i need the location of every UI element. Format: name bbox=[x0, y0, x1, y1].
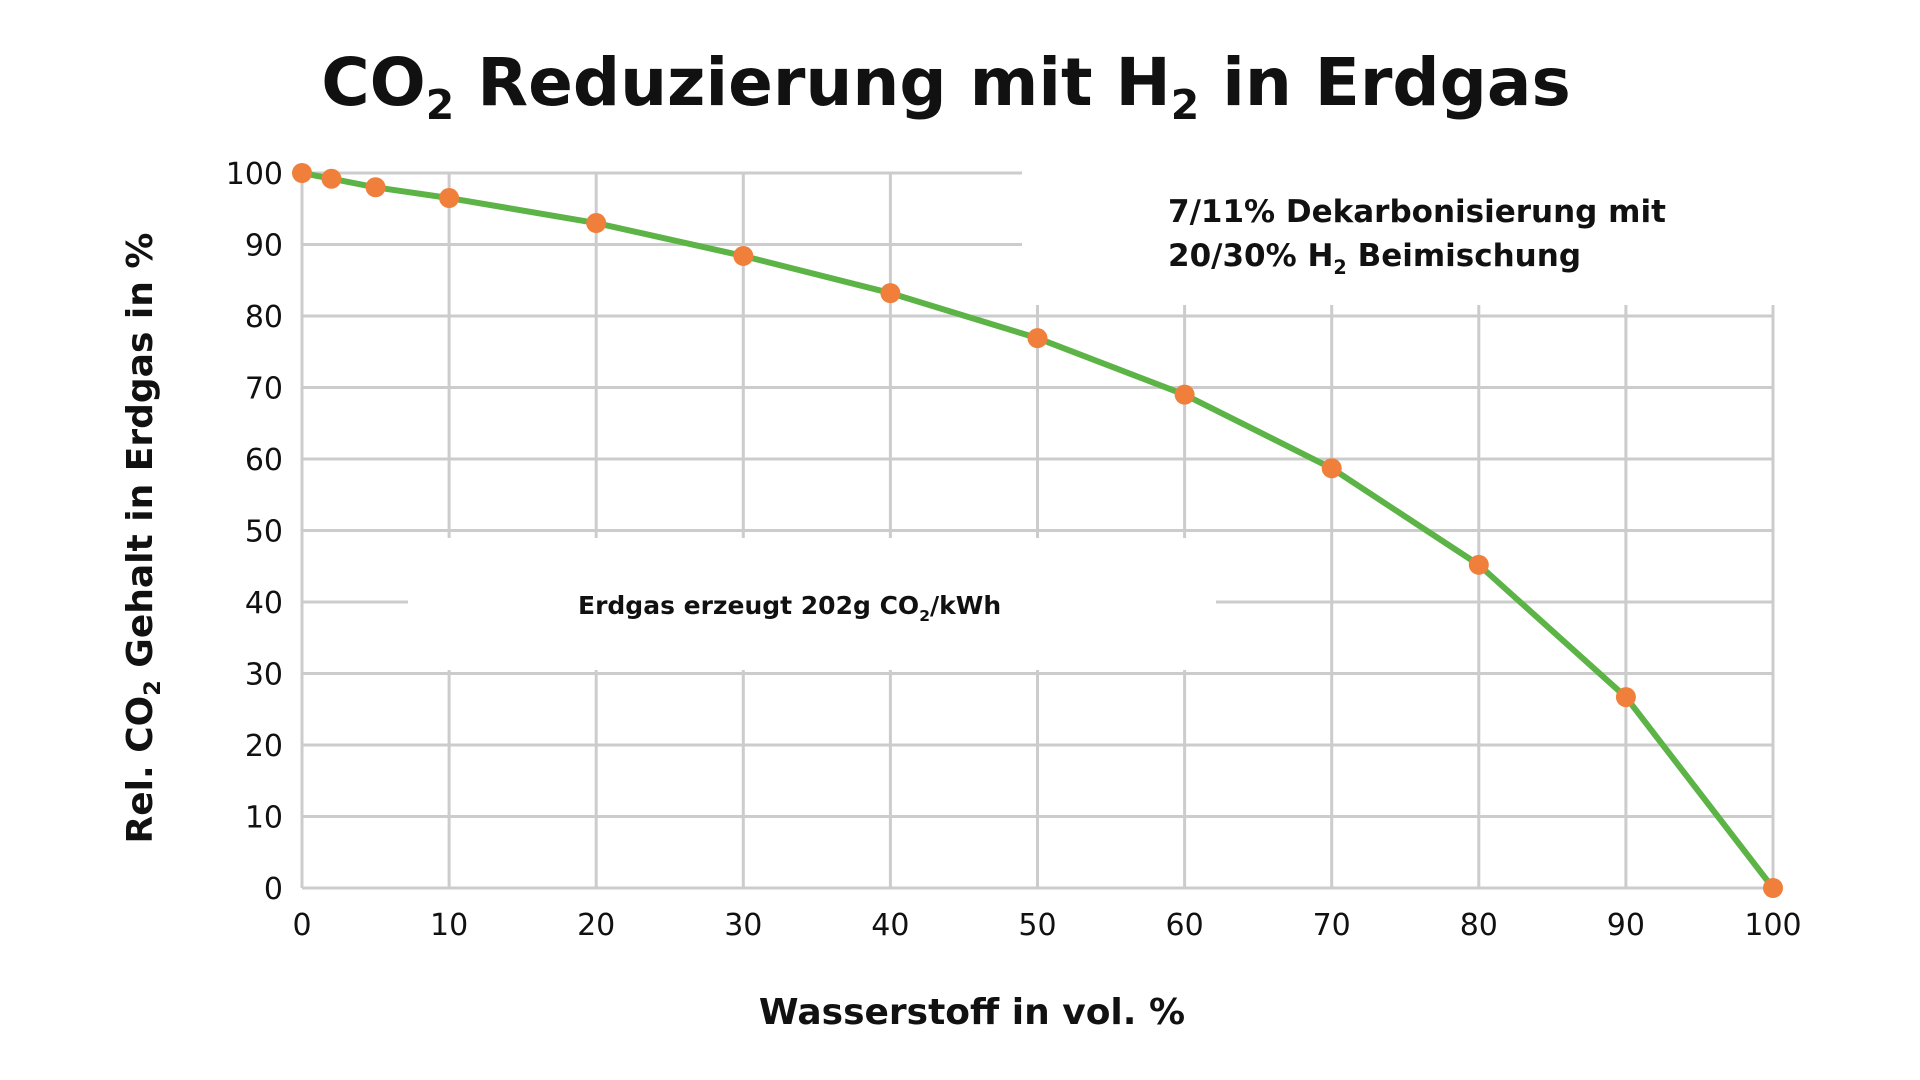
annotation-decarb-part-2: Beimischung bbox=[1347, 238, 1581, 274]
x-tick-label: 70 bbox=[1313, 908, 1351, 943]
x-tick-label: 80 bbox=[1460, 908, 1498, 943]
chart-title: CO2 Reduzierung mit H2 in Erdgas bbox=[321, 44, 1571, 129]
x-tick-label: 10 bbox=[430, 908, 468, 943]
x-tick-label: 60 bbox=[1166, 908, 1204, 943]
y-tick-label: 20 bbox=[245, 729, 283, 764]
annotation-erdgas-part-2: /kWh bbox=[930, 591, 1001, 620]
x-tick-label: 20 bbox=[577, 908, 615, 943]
data-point bbox=[292, 163, 312, 183]
annotation-decarb-background bbox=[1022, 160, 1792, 305]
data-point bbox=[1468, 554, 1489, 575]
title-subscript-1: 2 bbox=[426, 81, 454, 129]
x-tick-labels: 0 10 20 30 40 50 60 70 80 90 100 bbox=[292, 908, 1801, 943]
y-title-subscript: 2 bbox=[140, 680, 166, 696]
y-tick-labels: 0 10 20 30 40 50 60 70 80 90 100 bbox=[226, 157, 283, 907]
data-point bbox=[880, 283, 901, 304]
annotation-erdgas-background bbox=[408, 538, 1216, 670]
annotation-decarbonisation-line-2: 20/30% H2 Beimischung bbox=[1168, 238, 1581, 279]
data-point bbox=[1027, 328, 1048, 349]
data-point bbox=[365, 177, 386, 198]
label-backgrounds bbox=[408, 160, 1792, 670]
y-tick-label: 40 bbox=[245, 586, 283, 621]
data-series bbox=[292, 163, 1783, 898]
annotation-decarb-subscript: 2 bbox=[1333, 256, 1346, 279]
y-tick-label: 60 bbox=[245, 443, 283, 478]
title-part-2: Reduzierung mit H bbox=[454, 44, 1171, 121]
data-point bbox=[1174, 384, 1195, 405]
x-tick-label: 30 bbox=[724, 908, 762, 943]
x-tick-label: 90 bbox=[1607, 908, 1645, 943]
data-point bbox=[439, 188, 460, 209]
annotation-decarbonisation-line-1: 7/11% Dekarbonisierung mit bbox=[1168, 194, 1666, 230]
annotation-erdgas-subscript: 2 bbox=[919, 607, 930, 625]
annotation-decarb-part-1: 20/30% H bbox=[1168, 238, 1333, 274]
x-axis-title: Wasserstoff in vol. % bbox=[759, 992, 1185, 1033]
data-point bbox=[1615, 687, 1636, 708]
annotation-erdgas: Erdgas erzeugt 202g CO2/kWh bbox=[578, 591, 1001, 625]
x-tick-label: 40 bbox=[871, 908, 909, 943]
data-point bbox=[733, 245, 754, 266]
data-point bbox=[586, 213, 607, 234]
x-tick-label: 0 bbox=[292, 908, 311, 943]
title-part-3: in Erdgas bbox=[1199, 44, 1571, 121]
y-tick-label: 0 bbox=[264, 872, 283, 907]
x-tick-label: 50 bbox=[1018, 908, 1056, 943]
y-tick-label: 90 bbox=[245, 229, 283, 264]
y-tick-label: 10 bbox=[245, 801, 283, 836]
x-tick-label: 100 bbox=[1744, 908, 1801, 943]
y-title-part-1: Rel. CO bbox=[120, 696, 161, 844]
title-subscript-2: 2 bbox=[1171, 81, 1199, 129]
data-point bbox=[1763, 878, 1783, 898]
title-part-1: CO bbox=[321, 44, 426, 121]
y-tick-label: 80 bbox=[245, 300, 283, 335]
data-point bbox=[1321, 458, 1342, 479]
y-title-part-2: Gehalt in Erdgas in % bbox=[120, 233, 161, 681]
y-tick-label: 70 bbox=[245, 372, 283, 407]
y-tick-label: 100 bbox=[226, 157, 283, 192]
y-tick-label: 30 bbox=[245, 658, 283, 693]
y-axis-title: Rel. CO2 Gehalt in Erdgas in % bbox=[120, 233, 166, 844]
data-point bbox=[321, 168, 342, 189]
annotation-erdgas-part-1: Erdgas erzeugt 202g CO bbox=[578, 591, 919, 620]
y-tick-label: 50 bbox=[245, 515, 283, 550]
